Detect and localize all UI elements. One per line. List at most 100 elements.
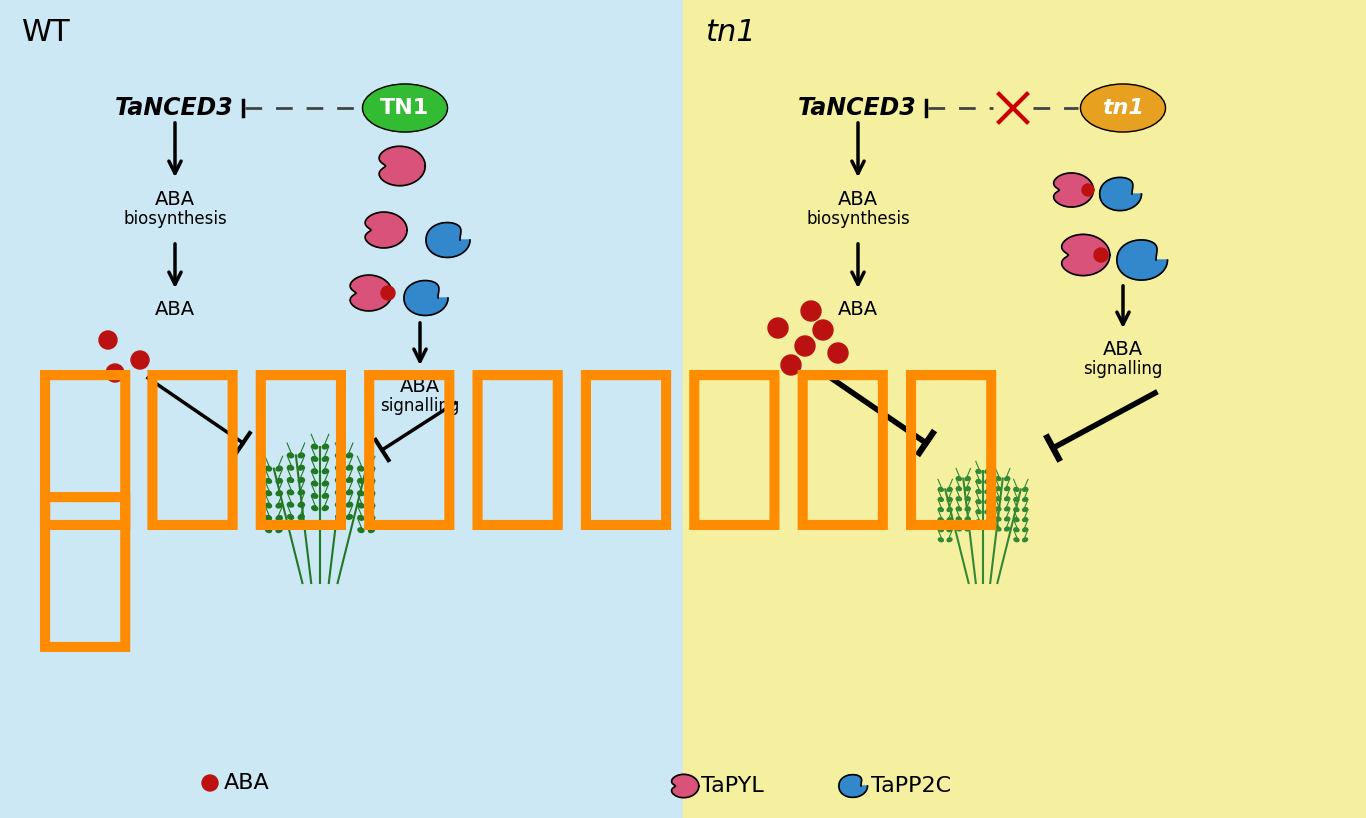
Ellipse shape [977,479,981,483]
Ellipse shape [288,465,294,470]
Ellipse shape [298,515,305,519]
Ellipse shape [265,466,272,471]
Ellipse shape [347,453,352,458]
Ellipse shape [298,465,305,470]
Ellipse shape [347,490,352,495]
Ellipse shape [985,490,990,493]
Ellipse shape [336,465,342,470]
Ellipse shape [276,515,281,520]
Ellipse shape [966,517,970,521]
Ellipse shape [985,470,990,474]
Polygon shape [1117,240,1168,280]
Ellipse shape [1014,518,1019,522]
Text: ABA: ABA [154,300,195,319]
Ellipse shape [276,503,281,508]
Ellipse shape [1023,528,1027,532]
Ellipse shape [347,478,352,483]
Text: tn1: tn1 [1102,98,1143,118]
Ellipse shape [966,487,970,491]
Ellipse shape [311,456,318,461]
Text: 中国功夫分哪几种门: 中国功夫分哪几种门 [30,360,1005,536]
Ellipse shape [336,453,342,458]
Polygon shape [1053,173,1093,207]
Ellipse shape [358,479,363,483]
Text: ABA: ABA [400,377,440,396]
Ellipse shape [1023,538,1027,542]
Circle shape [781,355,800,375]
Text: WT: WT [22,18,71,47]
Ellipse shape [265,528,272,533]
Ellipse shape [956,517,962,521]
Ellipse shape [996,487,1001,491]
Circle shape [381,286,395,300]
Ellipse shape [1081,84,1165,132]
Text: TaPYL: TaPYL [701,776,764,796]
Circle shape [131,351,149,369]
Ellipse shape [298,453,305,458]
Ellipse shape [1014,497,1019,501]
Ellipse shape [298,490,305,495]
Ellipse shape [358,503,363,508]
Text: ABA: ABA [837,190,878,209]
Ellipse shape [265,479,272,483]
Ellipse shape [276,466,281,471]
Ellipse shape [938,528,944,532]
Polygon shape [839,775,867,798]
Ellipse shape [966,497,970,501]
Ellipse shape [947,488,952,492]
Text: TaNCED3: TaNCED3 [115,96,234,120]
Ellipse shape [298,478,305,483]
Ellipse shape [265,503,272,508]
Ellipse shape [322,493,328,498]
Circle shape [828,343,848,363]
Ellipse shape [1004,527,1009,531]
Ellipse shape [358,528,363,533]
Ellipse shape [336,515,342,519]
Polygon shape [1100,178,1142,210]
Ellipse shape [977,470,981,474]
Ellipse shape [1004,497,1009,501]
Ellipse shape [1014,508,1019,511]
Ellipse shape [947,508,952,511]
Ellipse shape [322,469,328,474]
Ellipse shape [288,515,294,519]
Polygon shape [426,222,470,258]
Polygon shape [1061,235,1109,276]
Polygon shape [380,146,425,186]
Circle shape [98,331,117,349]
Ellipse shape [956,477,962,480]
Ellipse shape [947,497,952,501]
Ellipse shape [996,527,1001,531]
Text: signalling: signalling [1083,360,1162,378]
Ellipse shape [977,520,981,524]
Ellipse shape [1004,517,1009,521]
Ellipse shape [358,466,363,471]
Ellipse shape [1004,507,1009,510]
Ellipse shape [996,497,1001,501]
Ellipse shape [265,515,272,520]
Ellipse shape [358,515,363,520]
Ellipse shape [996,507,1001,510]
Ellipse shape [985,479,990,483]
Ellipse shape [996,517,1001,521]
Ellipse shape [1023,508,1027,511]
Ellipse shape [347,502,352,507]
Ellipse shape [996,477,1001,480]
Ellipse shape [276,491,281,496]
Ellipse shape [985,510,990,514]
Text: 派: 派 [30,482,138,658]
Ellipse shape [956,507,962,510]
Circle shape [107,364,124,382]
Ellipse shape [358,491,363,496]
Ellipse shape [322,456,328,461]
Polygon shape [404,281,448,316]
Circle shape [1094,248,1108,262]
Ellipse shape [265,491,272,496]
Text: TaNCED3: TaNCED3 [798,96,917,120]
Text: ABA: ABA [837,300,878,319]
Ellipse shape [977,500,981,504]
Ellipse shape [288,453,294,458]
Ellipse shape [947,538,952,542]
Ellipse shape [985,520,990,524]
Ellipse shape [977,490,981,493]
